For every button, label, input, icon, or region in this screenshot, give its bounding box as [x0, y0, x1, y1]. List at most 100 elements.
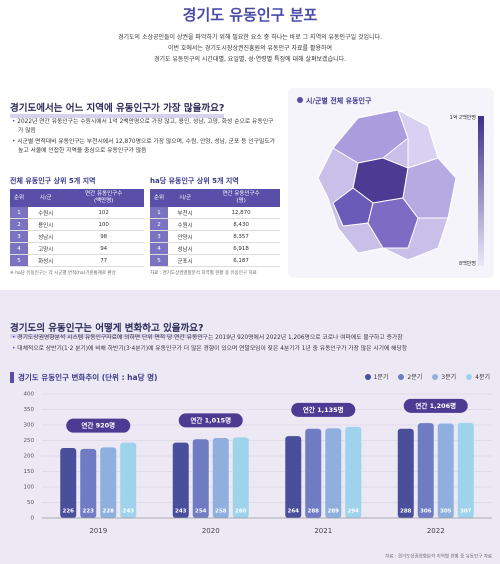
column-header: 연간 유동인구수 (명) [202, 189, 280, 207]
y-tick-label: 150 [24, 469, 35, 475]
annotation-bubble [66, 418, 131, 433]
table-row: 2 용인시 100 [10, 218, 144, 231]
value-label: 306 [420, 509, 432, 515]
bullets: 경기도상권영향분석 시스템 유동인구자료에 의하면 단위 면적 당 연간 유동인… [12, 334, 488, 356]
table-cell: 3 [10, 230, 28, 243]
value-label: 226 [63, 509, 75, 515]
bar [100, 447, 117, 518]
value-label: 305 [440, 509, 452, 515]
table-cell: 성남시 [28, 230, 64, 243]
table-row: 4 성남시 6,918 [150, 242, 280, 255]
map-title: 시/군별 전체 유동인구 [306, 97, 372, 105]
table-title: ha당 유동인구 상위 5개 지역 [150, 177, 239, 185]
bar [417, 423, 434, 518]
legend-label: 3분기 [441, 374, 457, 381]
legend-label: 1분기 [373, 374, 389, 381]
map [297, 97, 484, 266]
value-label: 254 [195, 509, 207, 515]
x-tick-label: 2021 [314, 527, 332, 535]
y-tick-label: 0 [31, 516, 35, 522]
map-region [402, 157, 457, 219]
bar [285, 436, 302, 518]
table-cell: 2 [150, 218, 168, 231]
table-title: 전체 유동인구 상위 5개 지역 [10, 177, 96, 185]
table-row: 1 부천시 12,870 [150, 207, 280, 219]
legend-item: 4분기 [466, 372, 490, 381]
table-cell: 8,430 [202, 218, 280, 231]
bar [192, 439, 209, 518]
column-header-text: 순위 [13, 194, 25, 201]
value-label: 228 [103, 509, 115, 515]
chart-title: 경기도 유동인구 변화추이 (단위 : ha당 명) [10, 372, 157, 383]
y-tick-label: 300 [24, 423, 35, 429]
value-label: 264 [288, 509, 300, 515]
legend-min: 8백만명 [459, 261, 476, 267]
bar [325, 428, 342, 518]
table-cell: 고양시 [28, 242, 64, 255]
value-label: 223 [83, 509, 95, 515]
x-tick-label: 2022 [427, 527, 445, 535]
column-header-text: 시/군 [179, 194, 192, 201]
table-cell: 6,918 [202, 242, 280, 255]
table-note: 자료 : 경기도상권영향분석 지역별 현황 중 유동인구 자료 [150, 271, 257, 276]
table-cell: 수원시 [28, 207, 64, 219]
table-cell: 군포시 [168, 254, 203, 267]
bar [437, 423, 454, 518]
annotation-bubble [291, 402, 356, 417]
legend-gradient [478, 116, 484, 266]
annotation: 연간 1,015명 [190, 415, 231, 424]
value-label: 288 [400, 509, 412, 515]
value-label: 289 [328, 509, 340, 515]
x-tick-label: 2020 [202, 527, 220, 535]
page-title: 경기도 유동인구 분포 [182, 6, 318, 24]
legend-swatch [364, 373, 371, 380]
intro-line: 경기도의 소상공인들이 상권을 파악하기 위해 필요한 요소 중 하나는 바로 … [117, 34, 383, 41]
bullet: 2022년 연간 유동인구는 수원시에서 1억 2백만명으로 가장 많고, 용인… [12, 118, 277, 136]
table-row: 4 고양시 94 [10, 242, 144, 255]
table-cell: 1 [10, 207, 28, 219]
legend-label: 2분기 [407, 374, 423, 381]
y-tick-label: 50 [27, 500, 34, 506]
annotation: 연간 1,135명 [303, 405, 344, 414]
y-tick-label: 400 [24, 392, 35, 398]
value-label: 294 [348, 509, 360, 515]
bar [232, 437, 249, 518]
bullet: 시군별 면적대비 유동인구는 부천시에서 12,870명으로 가장 많으며, 수… [12, 138, 277, 156]
bar [80, 448, 97, 518]
table-cell: 3 [150, 230, 168, 243]
table-row: 3 성남시 98 [10, 230, 144, 243]
legend: 1분기 2분기 3분기 4분기 [364, 372, 490, 381]
table-cell: 1 [150, 207, 168, 219]
column-header: 순위 [10, 189, 28, 207]
table: 순위 시/군 연간 유동인구수 (백만명) 1 수원시 102 2 용인시 100 3 성남시 98 4 고… [10, 189, 144, 267]
table-row: 5 군포시 6,187 [150, 254, 280, 267]
table-cell: 4 [10, 242, 28, 255]
table-cell: 화성시 [28, 254, 64, 267]
table-cell: 수원시 [168, 218, 203, 231]
map-panel: 시/군별 전체 유동인구 1억 2백만명 8백만명 [288, 88, 494, 278]
y-tick-label: 200 [24, 454, 35, 460]
table-row: 2 수원시 8,430 [150, 218, 280, 231]
header-row: 순위 시/군 연간 유동인구수 (백만명) [10, 189, 144, 207]
y-tick-label: 100 [24, 485, 35, 491]
intro: 경기도의 소상공인들이 상권을 파악하기 위해 필요한 요소 중 하나는 바로 … [0, 32, 500, 65]
bar [305, 428, 322, 518]
table-cell: 6,187 [202, 254, 280, 267]
column-header: 시/군 [168, 189, 203, 207]
table-note: ※ ha당 유동인구는 각 시군별 면적(ha)기준통계로 환산 [10, 271, 116, 276]
column-header: 순위 [150, 189, 168, 207]
table-cell: 용인시 [28, 218, 64, 231]
chart-source: 자료 : 경기도상권영향분석 지역별 현황 중 유동인구 자료 [385, 553, 492, 560]
y-tick-label: 250 [24, 438, 35, 444]
value-label: 243 [123, 509, 135, 515]
legend-swatch [432, 373, 439, 380]
intro-line: 경기도 유동인구의 시간대별, 요일별, 성·연령별 특징에 대해 살펴보겠습니… [153, 56, 347, 63]
table-row: 1 수원시 102 [10, 207, 144, 219]
bar [120, 442, 137, 518]
annotation: 연간 1,206명 [415, 401, 456, 410]
table-cell: 5 [150, 254, 168, 267]
value-label: 260 [235, 509, 247, 515]
section-heading: 경기도에서는 어느 지역에 유동인구가 가장 많을까요? [10, 100, 225, 118]
pin-icon [297, 97, 303, 103]
